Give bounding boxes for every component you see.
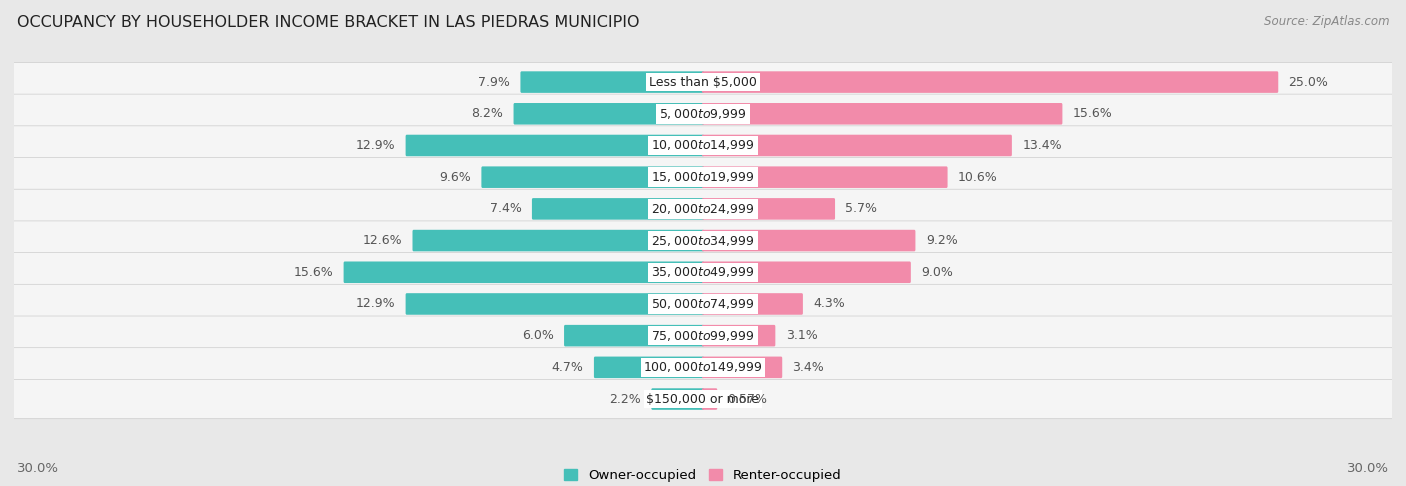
- FancyBboxPatch shape: [702, 166, 948, 188]
- Text: 12.9%: 12.9%: [356, 297, 395, 311]
- Text: 4.3%: 4.3%: [813, 297, 845, 311]
- FancyBboxPatch shape: [405, 293, 704, 315]
- Text: $10,000 to $14,999: $10,000 to $14,999: [651, 139, 755, 153]
- FancyBboxPatch shape: [412, 230, 704, 251]
- Text: $150,000 or more: $150,000 or more: [647, 393, 759, 405]
- Text: 15.6%: 15.6%: [1073, 107, 1112, 121]
- FancyBboxPatch shape: [702, 135, 1012, 156]
- Text: 9.0%: 9.0%: [921, 266, 953, 279]
- FancyBboxPatch shape: [343, 261, 704, 283]
- FancyBboxPatch shape: [520, 71, 704, 93]
- Text: 9.2%: 9.2%: [925, 234, 957, 247]
- Text: 7.9%: 7.9%: [478, 76, 510, 88]
- Text: $5,000 to $9,999: $5,000 to $9,999: [659, 107, 747, 121]
- Text: OCCUPANCY BY HOUSEHOLDER INCOME BRACKET IN LAS PIEDRAS MUNICIPIO: OCCUPANCY BY HOUSEHOLDER INCOME BRACKET …: [17, 15, 640, 30]
- FancyBboxPatch shape: [702, 357, 782, 378]
- FancyBboxPatch shape: [702, 261, 911, 283]
- FancyBboxPatch shape: [702, 325, 775, 347]
- FancyBboxPatch shape: [11, 157, 1395, 197]
- FancyBboxPatch shape: [702, 103, 1063, 124]
- Text: 4.7%: 4.7%: [551, 361, 583, 374]
- FancyBboxPatch shape: [513, 103, 704, 124]
- Text: 30.0%: 30.0%: [17, 462, 59, 475]
- FancyBboxPatch shape: [702, 198, 835, 220]
- FancyBboxPatch shape: [11, 94, 1395, 134]
- Text: 9.6%: 9.6%: [439, 171, 471, 184]
- FancyBboxPatch shape: [651, 388, 704, 410]
- Text: Source: ZipAtlas.com: Source: ZipAtlas.com: [1264, 15, 1389, 28]
- FancyBboxPatch shape: [405, 135, 704, 156]
- Text: $20,000 to $24,999: $20,000 to $24,999: [651, 202, 755, 216]
- Text: 0.57%: 0.57%: [727, 393, 768, 405]
- FancyBboxPatch shape: [702, 388, 717, 410]
- FancyBboxPatch shape: [11, 253, 1395, 292]
- Text: $100,000 to $149,999: $100,000 to $149,999: [644, 360, 762, 374]
- Text: 3.1%: 3.1%: [786, 329, 817, 342]
- Text: 3.4%: 3.4%: [793, 361, 824, 374]
- Text: $50,000 to $74,999: $50,000 to $74,999: [651, 297, 755, 311]
- Text: 30.0%: 30.0%: [1347, 462, 1389, 475]
- Text: $75,000 to $99,999: $75,000 to $99,999: [651, 329, 755, 343]
- FancyBboxPatch shape: [11, 221, 1395, 260]
- FancyBboxPatch shape: [11, 189, 1395, 228]
- Text: 25.0%: 25.0%: [1289, 76, 1329, 88]
- FancyBboxPatch shape: [11, 126, 1395, 165]
- Text: 8.2%: 8.2%: [471, 107, 503, 121]
- Text: 12.6%: 12.6%: [363, 234, 402, 247]
- Text: 6.0%: 6.0%: [522, 329, 554, 342]
- Text: 2.2%: 2.2%: [609, 393, 641, 405]
- Text: $35,000 to $49,999: $35,000 to $49,999: [651, 265, 755, 279]
- Text: $25,000 to $34,999: $25,000 to $34,999: [651, 234, 755, 247]
- FancyBboxPatch shape: [11, 316, 1395, 355]
- FancyBboxPatch shape: [702, 71, 1278, 93]
- FancyBboxPatch shape: [702, 230, 915, 251]
- Text: 10.6%: 10.6%: [957, 171, 998, 184]
- FancyBboxPatch shape: [11, 347, 1395, 387]
- FancyBboxPatch shape: [11, 380, 1395, 419]
- Text: 13.4%: 13.4%: [1022, 139, 1062, 152]
- Text: Less than $5,000: Less than $5,000: [650, 76, 756, 88]
- FancyBboxPatch shape: [564, 325, 704, 347]
- FancyBboxPatch shape: [593, 357, 704, 378]
- FancyBboxPatch shape: [11, 62, 1395, 102]
- Text: 5.7%: 5.7%: [845, 202, 877, 215]
- Text: 7.4%: 7.4%: [489, 202, 522, 215]
- Text: 12.9%: 12.9%: [356, 139, 395, 152]
- Text: $15,000 to $19,999: $15,000 to $19,999: [651, 170, 755, 184]
- FancyBboxPatch shape: [531, 198, 704, 220]
- Text: 15.6%: 15.6%: [294, 266, 333, 279]
- FancyBboxPatch shape: [481, 166, 704, 188]
- Legend: Owner-occupied, Renter-occupied: Owner-occupied, Renter-occupied: [564, 469, 842, 482]
- FancyBboxPatch shape: [11, 284, 1395, 324]
- FancyBboxPatch shape: [702, 293, 803, 315]
